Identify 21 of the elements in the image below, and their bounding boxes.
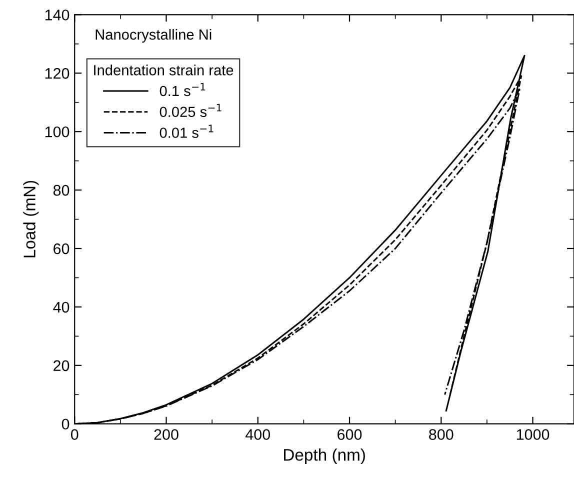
y-tick-label: 20 (54, 360, 70, 372)
y-tick-label: 140 (45, 10, 70, 20)
y-axis-title: Load (mN) (23, 180, 39, 258)
x-axis-title: Depth (nm) (284, 448, 365, 464)
y-tick-label: 40 (53, 302, 70, 313)
y-tick-label: 80 (53, 184, 70, 196)
legend-label: 0.025 s$^{−1}$ (160, 104, 222, 118)
y-tick-label: 120 (45, 68, 70, 79)
x-tick-label: 200 (154, 429, 178, 440)
x-tick-label: 400 (245, 429, 270, 440)
y-tick-label: 60 (54, 243, 70, 254)
y-tick-label: 100 (45, 126, 70, 138)
x-tick-label: 600 (338, 429, 362, 440)
x-tick-label: 800 (429, 429, 454, 440)
x-tick-label: 0 (70, 429, 78, 440)
legend-label: 0.01 s$^{−1}$ (160, 124, 214, 138)
legend-label: 0.1 s$^{−1}$ (160, 82, 206, 96)
y-tick-label: 0 (62, 418, 70, 430)
annotation: Nanocrystalline Ni (96, 29, 212, 43)
x-tick-label: 1000 (516, 429, 550, 440)
legend-title: Indentation strain rate (94, 64, 234, 76)
